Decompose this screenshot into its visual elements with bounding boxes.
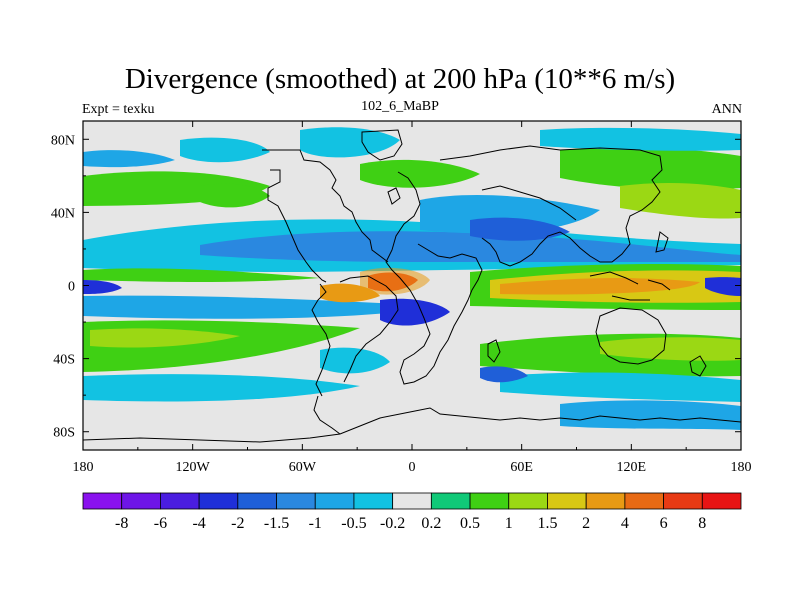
- field-asia-blue: [470, 217, 570, 241]
- field-band-north-cyan: [83, 150, 175, 168]
- colorbar-label: 4: [621, 515, 629, 532]
- colorbar-label: -4: [192, 515, 205, 532]
- x-tick-label: 180: [731, 460, 752, 475]
- colorbar-swatch: [585, 492, 626, 510]
- y-tick-label: 80S: [53, 426, 75, 441]
- divergence-field: [83, 121, 741, 450]
- experiment-id-label: 102_6_MaBP: [361, 99, 439, 114]
- season-label: ANN: [711, 102, 742, 117]
- colorbar-swatch: [547, 492, 587, 510]
- field-south-east-yellow: [600, 337, 741, 361]
- x-tick-label: 180: [73, 460, 94, 475]
- x-tick-label: 120W: [176, 460, 211, 475]
- field-asia-cyan: [420, 195, 600, 234]
- field-north-cyan-mid: [300, 127, 400, 158]
- field-natlantic-green: [200, 183, 270, 208]
- colorbar-swatch: [624, 492, 664, 510]
- coastline-madagascar: [487, 339, 501, 363]
- x-tick-label: 120E: [617, 460, 647, 475]
- coastline-eurasia-north: [439, 145, 663, 267]
- field-north-east-yellow: [620, 183, 741, 219]
- y-tick-label: 0: [68, 280, 75, 295]
- colorbar-label: -2: [231, 515, 244, 532]
- field-band-eq-green-west: [83, 268, 320, 282]
- field-npacific-cyan: [180, 137, 270, 163]
- coastline-europe-africa: [385, 171, 483, 385]
- field-eq-blue-east: [705, 277, 741, 296]
- coastline-asia-interior: [481, 185, 577, 221]
- field-southatl-cyan: [320, 347, 390, 374]
- field-south-indian-blue: [480, 366, 528, 383]
- coastline-indonesia: [589, 271, 671, 301]
- field-north-east-green: [560, 147, 741, 190]
- colorbar-swatch: [314, 492, 355, 510]
- colorbar-swatch: [469, 492, 510, 510]
- colorbar-label: 1: [505, 515, 513, 532]
- field-band-south-cyan: [83, 374, 360, 402]
- colorbar-swatch: [508, 492, 548, 510]
- colorbar-swatch: [276, 492, 316, 510]
- coastline-nz: [689, 355, 707, 377]
- field-band-south-yellow: [90, 328, 240, 348]
- colorbar-label: -1.5: [264, 515, 289, 532]
- colorbar-swatch: [430, 492, 471, 510]
- coastline-uk: [387, 187, 401, 205]
- colorbar-label: 6: [660, 515, 668, 532]
- colorbar-swatch: [353, 492, 394, 510]
- colorbar-label: -8: [115, 515, 128, 532]
- colorbar-swatch: [237, 492, 277, 510]
- field-band-southeq-cyan: [83, 295, 440, 319]
- coastline-south-america: [311, 275, 399, 397]
- colorbar-label: 0.5: [460, 515, 480, 532]
- colorbar-label: -0.2: [380, 515, 405, 532]
- coastline-greenland: [361, 129, 403, 161]
- field-africa-orange-halo: [360, 267, 430, 295]
- coastline-australia: [595, 307, 667, 365]
- field-eq-blue-west: [83, 280, 122, 294]
- colorbar-label: -6: [154, 515, 167, 532]
- colorbar-swatch: [663, 492, 703, 510]
- coastlines: [83, 129, 741, 443]
- coastline-antarctica: [83, 407, 741, 443]
- field-north-east-cyan: [540, 127, 741, 151]
- chart-title: Divergence (smoothed) at 200 hPa (10**6 …: [124, 63, 676, 95]
- colorbar-swatch: [701, 492, 742, 510]
- coastline-north-america: [262, 149, 389, 283]
- colorbar-label: 8: [698, 515, 706, 532]
- y-tick-label: 40S: [53, 353, 75, 368]
- colorbar-swatch: [392, 492, 432, 510]
- x-tick-label: 60E: [510, 460, 533, 475]
- colorbar-label: -1: [309, 515, 322, 532]
- x-tick-label: 0: [409, 460, 416, 475]
- experiment-label: Expt = texku: [82, 102, 155, 117]
- colorbar-label: 0.2: [421, 515, 441, 532]
- coastline-antarctic-peninsula: [313, 395, 341, 435]
- field-north-green-mid: [360, 159, 480, 188]
- x-tick-label: 60W: [289, 460, 317, 475]
- colorbar-swatch: [82, 492, 123, 510]
- y-tick-label: 80N: [51, 133, 75, 148]
- field-band-subtropic-blue: [200, 231, 741, 262]
- colorbar-swatch: [198, 492, 239, 510]
- field-band-eq-orange-east: [500, 278, 700, 295]
- colorbar-label: -0.5: [341, 515, 366, 532]
- colorbar-swatch: [121, 492, 161, 510]
- colorbar-swatch: [160, 492, 200, 510]
- y-tick-label: 40N: [51, 206, 75, 221]
- field-antarctic-cyan: [560, 400, 741, 430]
- colorbar-label: 2: [582, 515, 590, 532]
- colorbar-label: 1.5: [537, 515, 557, 532]
- field-south-east-cyan: [500, 372, 741, 402]
- coastline-japan: [655, 231, 669, 253]
